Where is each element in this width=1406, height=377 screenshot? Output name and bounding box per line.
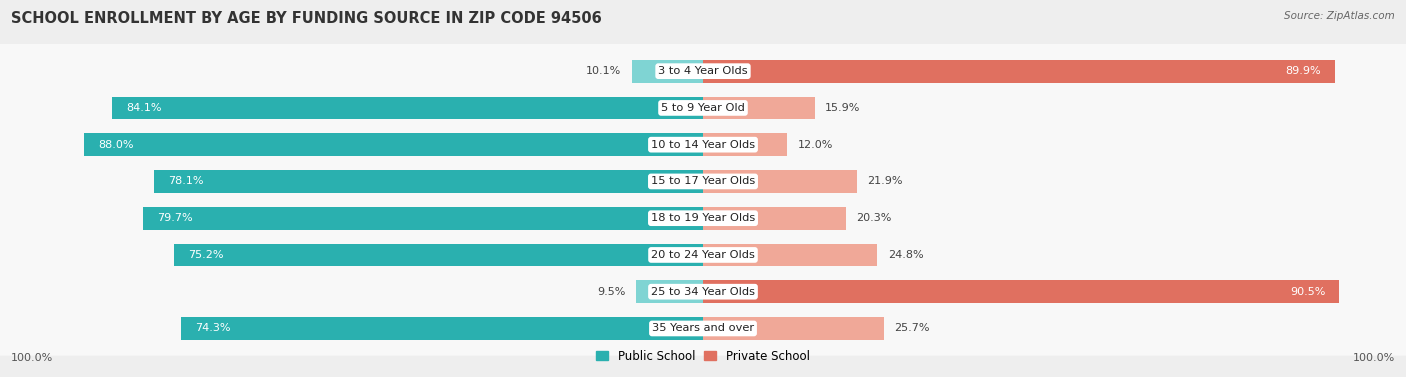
Bar bbox=[703, 280, 1340, 303]
Text: 88.0%: 88.0% bbox=[98, 139, 134, 150]
Text: 12.0%: 12.0% bbox=[799, 139, 834, 150]
Text: 18 to 19 Year Olds: 18 to 19 Year Olds bbox=[651, 213, 755, 223]
Text: 20 to 24 Year Olds: 20 to 24 Year Olds bbox=[651, 250, 755, 260]
Text: 15.9%: 15.9% bbox=[825, 103, 860, 113]
Bar bbox=[703, 317, 884, 340]
Text: 84.1%: 84.1% bbox=[127, 103, 162, 113]
Bar bbox=[703, 170, 858, 193]
Text: 25 to 34 Year Olds: 25 to 34 Year Olds bbox=[651, 287, 755, 297]
Text: 5 to 9 Year Old: 5 to 9 Year Old bbox=[661, 103, 745, 113]
Text: SCHOOL ENROLLMENT BY AGE BY FUNDING SOURCE IN ZIP CODE 94506: SCHOOL ENROLLMENT BY AGE BY FUNDING SOUR… bbox=[11, 11, 602, 26]
Bar bbox=[703, 97, 815, 119]
FancyBboxPatch shape bbox=[0, 265, 1406, 319]
Bar bbox=[633, 60, 703, 83]
Bar bbox=[174, 244, 703, 266]
Text: Source: ZipAtlas.com: Source: ZipAtlas.com bbox=[1284, 11, 1395, 21]
Text: 10.1%: 10.1% bbox=[586, 66, 621, 76]
Text: 35 Years and over: 35 Years and over bbox=[652, 323, 754, 334]
FancyBboxPatch shape bbox=[0, 191, 1406, 245]
Legend: Public School, Private School: Public School, Private School bbox=[592, 345, 814, 367]
Text: 20.3%: 20.3% bbox=[856, 213, 891, 223]
FancyBboxPatch shape bbox=[0, 154, 1406, 208]
Text: 10 to 14 Year Olds: 10 to 14 Year Olds bbox=[651, 139, 755, 150]
Bar bbox=[142, 207, 703, 230]
Bar bbox=[155, 170, 703, 193]
Bar bbox=[703, 207, 846, 230]
Bar bbox=[703, 60, 1336, 83]
Text: 74.3%: 74.3% bbox=[194, 323, 231, 334]
Bar bbox=[112, 97, 703, 119]
Text: 100.0%: 100.0% bbox=[11, 353, 53, 363]
Bar bbox=[637, 280, 703, 303]
FancyBboxPatch shape bbox=[0, 118, 1406, 172]
FancyBboxPatch shape bbox=[0, 228, 1406, 282]
Bar bbox=[703, 244, 877, 266]
Text: 78.1%: 78.1% bbox=[169, 176, 204, 187]
Text: 25.7%: 25.7% bbox=[894, 323, 929, 334]
FancyBboxPatch shape bbox=[0, 44, 1406, 98]
Text: 75.2%: 75.2% bbox=[188, 250, 224, 260]
Text: 100.0%: 100.0% bbox=[1353, 353, 1395, 363]
Bar bbox=[84, 133, 703, 156]
FancyBboxPatch shape bbox=[0, 81, 1406, 135]
Text: 79.7%: 79.7% bbox=[157, 213, 193, 223]
Bar bbox=[703, 133, 787, 156]
Text: 24.8%: 24.8% bbox=[889, 250, 924, 260]
FancyBboxPatch shape bbox=[0, 301, 1406, 356]
Text: 9.5%: 9.5% bbox=[598, 287, 626, 297]
Text: 15 to 17 Year Olds: 15 to 17 Year Olds bbox=[651, 176, 755, 187]
Text: 21.9%: 21.9% bbox=[868, 176, 903, 187]
Text: 3 to 4 Year Olds: 3 to 4 Year Olds bbox=[658, 66, 748, 76]
Bar bbox=[181, 317, 703, 340]
Text: 89.9%: 89.9% bbox=[1285, 66, 1322, 76]
Text: 90.5%: 90.5% bbox=[1289, 287, 1324, 297]
